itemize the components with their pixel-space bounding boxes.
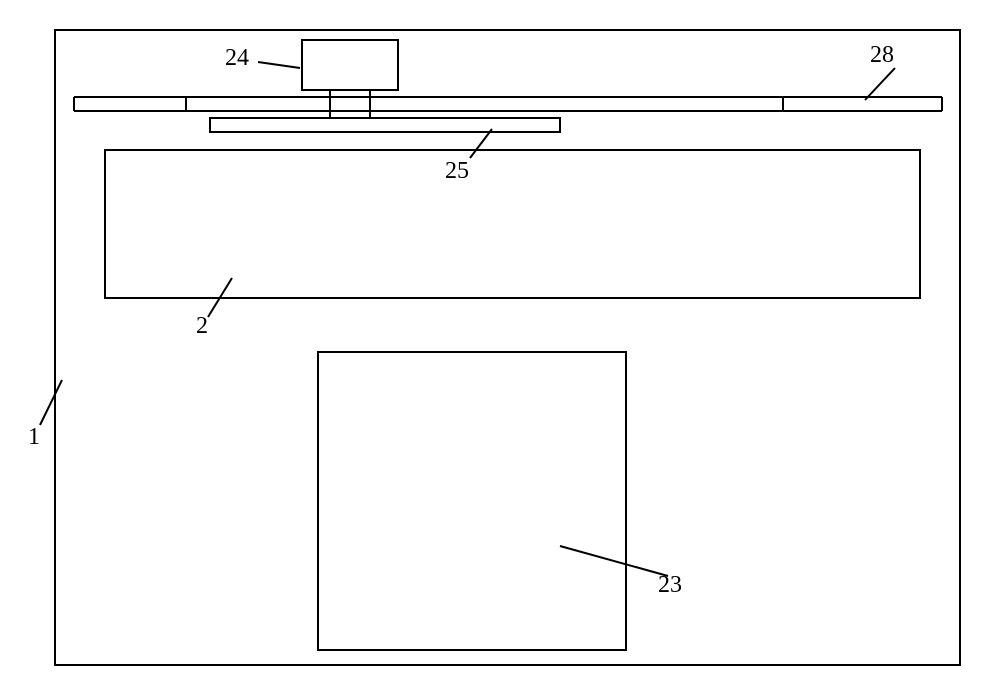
diagram-svg (0, 0, 1000, 698)
plate (210, 118, 560, 132)
leader-l1 (40, 380, 62, 425)
top-box (302, 40, 398, 90)
outer-frame (55, 30, 960, 665)
leader-l24 (258, 62, 300, 68)
label-l28: 28 (870, 42, 894, 69)
label-l2: 2 (196, 313, 208, 340)
label-l24: 24 (225, 45, 249, 72)
big-bar (105, 150, 920, 298)
diagram-stage: 24 28 25 2 1 23 (0, 0, 1000, 698)
label-l23: 23 (658, 572, 682, 599)
leader-l28 (865, 68, 895, 100)
leader-l25 (470, 129, 492, 158)
label-l1: 1 (28, 424, 40, 451)
label-l25: 25 (445, 158, 469, 185)
lower-box (318, 352, 626, 650)
leader-l23 (560, 546, 668, 576)
